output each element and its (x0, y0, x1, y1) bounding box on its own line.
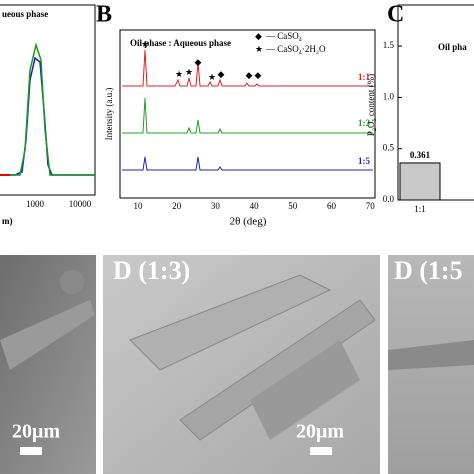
ratio-label: 1:5 (358, 156, 370, 166)
y-label: P₂O₅ content (%) (366, 74, 376, 136)
y-tick-label: 1.5 (383, 40, 395, 50)
scale-bar (310, 447, 332, 455)
pattern (122, 156, 373, 171)
ratio-label: 1:1 (358, 72, 370, 82)
x-label: 2θ (deg) (230, 216, 267, 228)
panel-b: B Oil phase : Aqueous phase ◆ — CaSO₄ ★ … (96, 2, 376, 228)
scale-label: 20μm (12, 421, 60, 443)
title: ueous phase (2, 9, 48, 19)
scale-bar (20, 447, 42, 455)
peak-marker: ★ (141, 39, 149, 49)
value-label: 0.361 (410, 150, 431, 160)
legend-name: — CaSO₄·2H₂O (265, 44, 326, 54)
curve (0, 42, 95, 176)
panel-d: 20μm D (1:3) 20μm D (1:5 (0, 255, 474, 474)
y-label: Intensity (a.u.) (104, 88, 114, 141)
peak-marker: ◆ (246, 70, 253, 80)
x-tick-label: 50 (288, 201, 298, 211)
crystal (129, 274, 332, 371)
peak-marker: ★ (175, 69, 183, 79)
x-tick-label: 20 (172, 201, 182, 211)
peak-marker: ◆ (195, 57, 202, 67)
x-tick-label: 40 (250, 201, 260, 211)
scale-label: 20μm (296, 421, 344, 443)
peak-marker: ★ (208, 72, 216, 82)
panel-letter: B (96, 2, 112, 28)
crystal (179, 299, 376, 441)
pattern (122, 97, 373, 134)
y-tick-label: 0.5 (383, 143, 395, 153)
peak-marker: ◆ (255, 70, 262, 80)
legend-name: — CaSO₄ (265, 31, 302, 41)
frame (119, 29, 376, 199)
particle (60, 270, 84, 294)
crystal (250, 340, 360, 440)
bar (399, 162, 441, 201)
chart-title: Oil pha (438, 42, 467, 52)
x-tick-label: 1000 (26, 199, 45, 209)
panel-label: D (1:3) (113, 256, 190, 285)
legend-symbol: ★ (255, 44, 263, 54)
frame (0, 4, 96, 196)
y-tick-label: 0.0 (383, 194, 395, 204)
y-tick-label: 1.0 (383, 91, 395, 101)
x-tick-label: 10000 (69, 199, 92, 209)
panel-c: C Oil pha P₂O₅ content (%) 0.0 0.5 1.0 1.5 0… (366, 2, 474, 214)
x-label: m) (2, 216, 13, 226)
crystal (0, 300, 95, 370)
panel-label: D (1:5 (394, 256, 463, 285)
pattern (122, 49, 373, 87)
x-tick-label: 70 (366, 201, 376, 211)
panel-letter: C (387, 2, 404, 28)
peak-marker: ★ (185, 67, 193, 77)
x-tick-label: 30 (211, 201, 221, 211)
crystal (388, 340, 474, 370)
legend-title: Oil phase : Aqueous phase (130, 38, 231, 48)
peak-marker: ◆ (218, 69, 225, 79)
x-tick-label: 60 (327, 201, 337, 211)
x-tick-label: 10 (134, 201, 144, 211)
x-tick-label: 1:1 (414, 204, 426, 214)
ratio-label: 1:3 (358, 118, 370, 128)
panel-a: ueous phase 1000 10000 m) (0, 4, 96, 226)
legend-symbol: ◆ (255, 31, 262, 41)
